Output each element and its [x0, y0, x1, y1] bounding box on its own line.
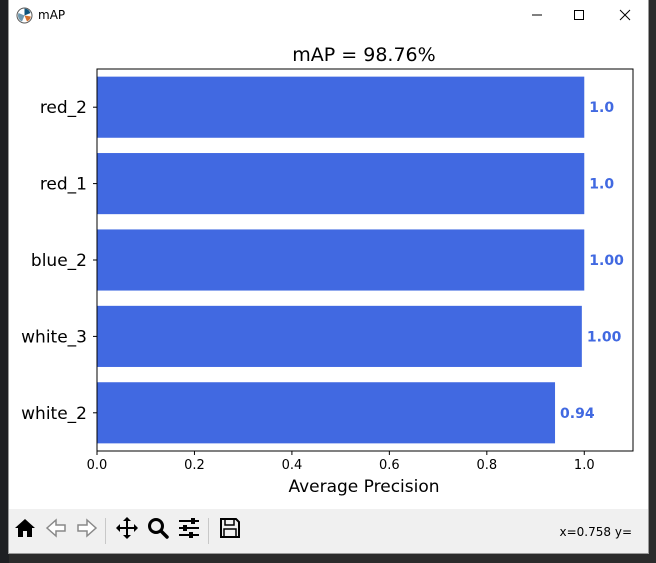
data-label-red_1: 1.0 — [589, 177, 614, 193]
data-label-red_2: 1.0 — [589, 100, 614, 116]
y-tick-label: red_2 — [40, 98, 87, 118]
chart-title: mAP = 98.76% — [292, 44, 435, 66]
x-tick-label: 0.8 — [476, 458, 497, 473]
axes-frame — [96, 68, 634, 452]
minimize-icon — [531, 6, 543, 25]
data-label-white_3: 1.00 — [587, 329, 622, 345]
toolbar-separator — [105, 518, 106, 544]
data-label-blue_2: 1.00 — [589, 253, 624, 269]
zoom-icon — [146, 516, 170, 544]
close-button[interactable] — [602, 0, 648, 31]
back-icon — [44, 516, 68, 544]
bar-red_1 — [97, 153, 585, 215]
y-tick-label: white_3 — [21, 327, 87, 347]
y-tick-label: red_1 — [40, 175, 87, 195]
maximize-icon — [573, 6, 585, 25]
home-icon — [13, 516, 37, 544]
close-icon — [619, 6, 631, 25]
background-editor — [0, 0, 9, 563]
title-bar[interactable]: mAP — [9, 0, 648, 31]
home-button[interactable] — [9, 514, 40, 545]
zoom-button[interactable] — [142, 514, 173, 545]
bar-white_3 — [97, 305, 582, 367]
save-icon — [218, 516, 242, 544]
maximize-button[interactable] — [556, 0, 602, 31]
cursor-coordinates: x=0.758 y= — [559, 525, 632, 539]
pan-icon — [115, 516, 139, 544]
x-tick-label: 0.4 — [282, 458, 303, 473]
pan-button[interactable] — [111, 514, 142, 545]
configure-subplots-icon — [177, 516, 201, 544]
bar-blue_2 — [97, 229, 585, 291]
bar-chart: mAP = 98.76% 1.0 1.0 1.00 1.00 0.94 red_2red… — [21, 44, 634, 497]
data-label-white_2: 0.94 — [560, 406, 595, 422]
save-button[interactable] — [214, 514, 245, 545]
y-tick-label: blue_2 — [31, 251, 87, 271]
configure-subplots-button[interactable] — [173, 514, 204, 545]
figure-window: mAP mAP = 98.76% 1.0 1.0 1.00 1.00 0.94 red_… — [9, 0, 648, 553]
x-tick-label: 0.6 — [379, 458, 400, 473]
back-button[interactable] — [40, 514, 71, 545]
x-tick-label: 0.0 — [87, 458, 108, 473]
bar-red_2 — [97, 76, 585, 138]
navigation-toolbar: x=0.758 y= — [9, 509, 648, 553]
matplotlib-icon — [16, 7, 33, 24]
x-tick-label: 0.2 — [184, 458, 205, 473]
toolbar-separator — [208, 518, 209, 544]
x-tick-label: 1.0 — [574, 458, 595, 473]
window-title: mAP — [38, 8, 66, 22]
forward-icon — [75, 516, 99, 544]
x-axis-label: Average Precision — [288, 477, 439, 497]
y-tick-label: white_2 — [21, 404, 87, 424]
minimize-button[interactable] — [514, 0, 560, 31]
bar-white_2 — [97, 382, 556, 444]
forward-button[interactable] — [71, 514, 102, 545]
